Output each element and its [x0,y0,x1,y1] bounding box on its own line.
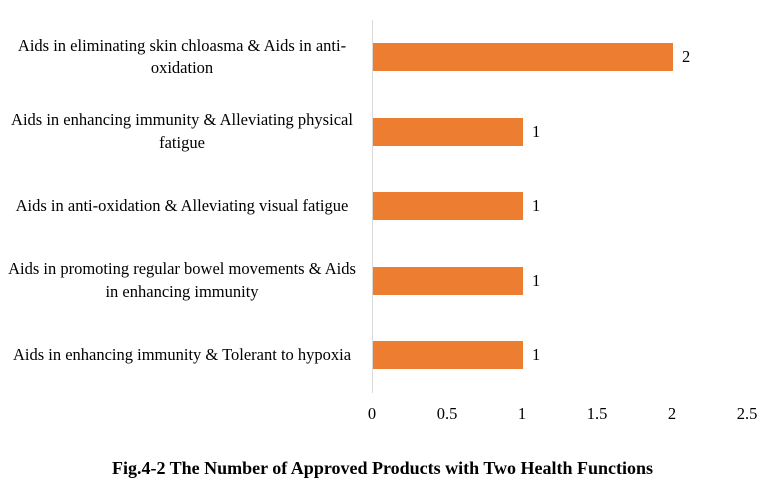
bar [373,43,673,72]
data-label: 2 [682,47,691,67]
category-axis-line [372,20,373,393]
bar [373,117,523,146]
bar [373,192,523,221]
data-label: 1 [532,121,541,141]
x-axis-tick-label: 1.5 [586,404,608,423]
data-label: 1 [532,270,541,290]
category-label: Aids in enhancing immunity & Alleviating… [11,110,353,152]
x-axis-tick-label: 0.5 [436,404,458,423]
bar [373,341,523,370]
x-axis-tick-label: 2.5 [736,404,758,423]
bar [373,266,523,295]
figure-caption: Fig.4-2 The Number of Approved Products … [111,458,654,478]
x-axis-tick-label: 2 [667,404,677,423]
data-label: 1 [532,196,541,216]
category-label: Aids in enhancing immunity & Tolerant to… [12,345,352,364]
category-label: Aids in anti-oxidation & Alleviating vis… [15,196,349,215]
data-label: 1 [532,345,541,365]
category-label: Aids in eliminating skin chloasma & Aids… [17,35,347,78]
x-axis-tick-label: 0 [367,404,377,423]
category-label: Aids in promoting regular bowel movement… [8,259,356,301]
x-axis-tick-label: 1 [517,404,527,423]
